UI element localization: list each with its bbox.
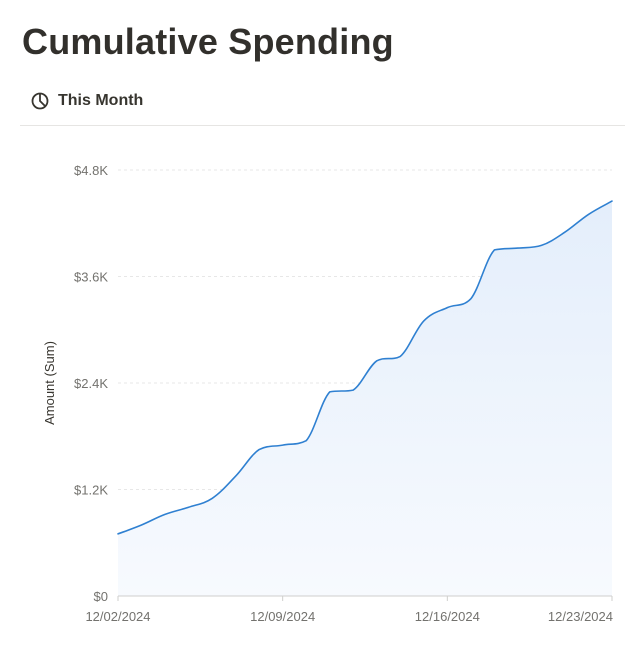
y-tick-label: $4.8K (74, 163, 108, 178)
tab-divider (20, 125, 625, 126)
data-point[interactable] (209, 495, 215, 501)
area-fill (118, 201, 612, 596)
data-point[interactable] (139, 522, 145, 528)
data-point[interactable] (374, 358, 380, 364)
data-point[interactable] (491, 247, 497, 253)
data-point[interactable] (468, 296, 474, 302)
data-point[interactable] (585, 211, 591, 217)
data-point[interactable] (350, 387, 356, 393)
data-point[interactable] (444, 305, 450, 311)
y-tick-label: $2.4K (74, 376, 108, 391)
data-point[interactable] (280, 442, 286, 448)
data-point[interactable] (303, 438, 309, 444)
data-point[interactable] (515, 245, 521, 251)
data-point[interactable] (233, 473, 239, 479)
cumulative-spending-chart: $0 $1.2K $2.4K $3.6K $4.8K 12/02/2024 12/09/20… (42, 163, 615, 624)
tab-this-month[interactable]: This Month (30, 88, 143, 114)
pie-chart-icon (30, 91, 50, 111)
x-tick-label: 12/09/2024 (250, 609, 315, 624)
data-point[interactable] (562, 229, 568, 235)
data-point[interactable] (327, 389, 333, 395)
y-tick-label: $0 (94, 589, 108, 604)
data-point[interactable] (162, 511, 168, 517)
chart-container: $0 $1.2K $2.4K $3.6K $4.8K 12/02/2024 12/09/20… (0, 140, 641, 644)
data-point[interactable] (609, 198, 615, 204)
data-point[interactable] (115, 531, 121, 537)
data-point[interactable] (186, 504, 192, 510)
x-tick-label: 12/23/2024 (548, 609, 613, 624)
data-point[interactable] (538, 242, 544, 248)
data-point[interactable] (397, 353, 403, 359)
series-line (117, 200, 613, 535)
y-axis-label: Amount (Sum) (42, 341, 57, 425)
x-tick-label: 12/02/2024 (85, 609, 150, 624)
y-tick-label: $1.2K (74, 483, 108, 498)
data-point[interactable] (256, 447, 262, 453)
data-point[interactable] (421, 318, 427, 324)
x-tick-label: 12/16/2024 (415, 609, 480, 624)
y-tick-label: $3.6K (74, 270, 108, 285)
page-title: Cumulative Spending (22, 21, 394, 62)
tab-label: This Month (58, 92, 144, 109)
